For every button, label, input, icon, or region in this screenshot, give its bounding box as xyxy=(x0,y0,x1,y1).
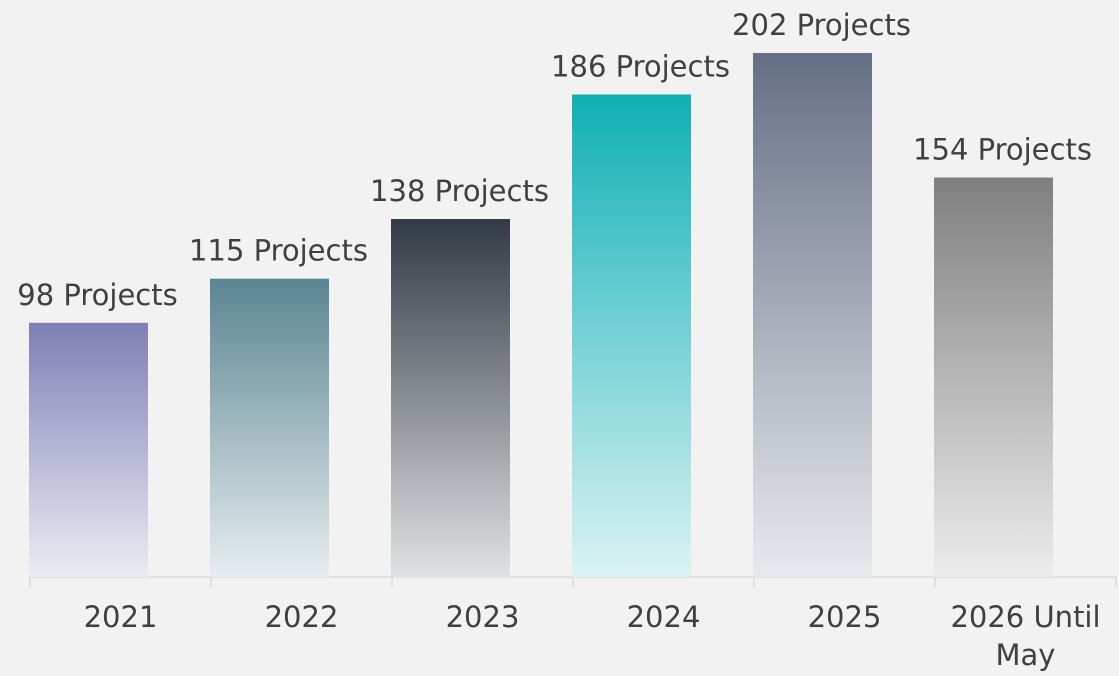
bar xyxy=(934,177,1053,578)
bar xyxy=(391,219,510,577)
x-tick-label: 2023 xyxy=(445,600,520,634)
value-label: 98 Projects xyxy=(17,278,177,312)
bar xyxy=(210,278,329,577)
bar xyxy=(29,322,148,577)
x-tick-label: 2022 xyxy=(264,600,339,634)
value-label: 115 Projects xyxy=(189,234,368,268)
x-tick-label: 2026 Until May xyxy=(950,600,1101,672)
x-tick-label: 2025 xyxy=(807,600,882,634)
value-label: 202 Projects xyxy=(732,8,911,42)
x-tick-label: 2024 xyxy=(626,600,701,634)
value-label: 138 Projects xyxy=(370,174,549,208)
bar xyxy=(753,53,872,577)
bar xyxy=(572,94,691,578)
x-tick-label: 2021 xyxy=(83,600,158,634)
value-label: 154 Projects xyxy=(913,133,1092,167)
value-label: 186 Projects xyxy=(551,50,730,84)
